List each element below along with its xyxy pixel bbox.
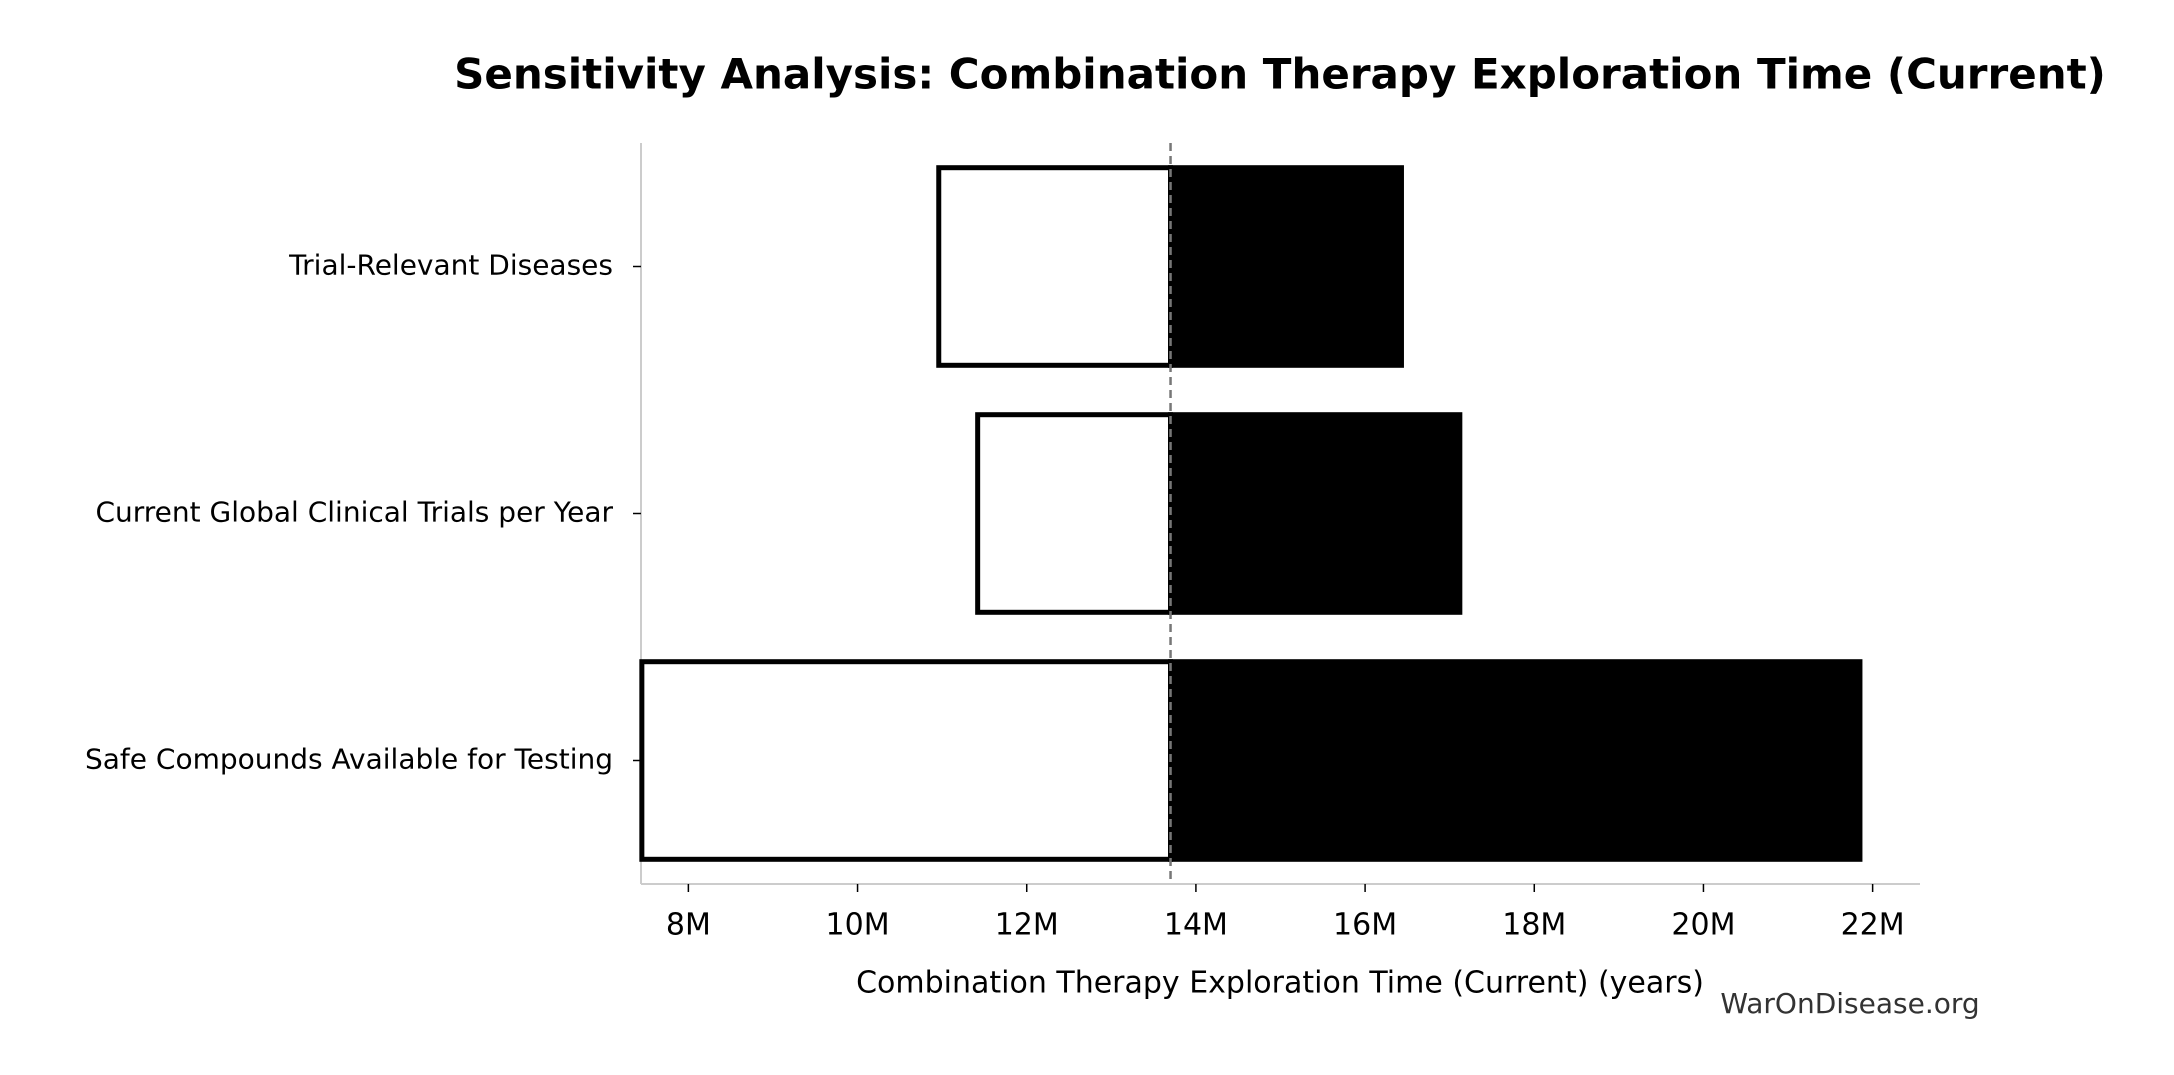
y-tick-label: Safe Compounds Available for Testing [85, 743, 613, 776]
y-tick-label: Current Global Clinical Trials per Year [95, 496, 613, 529]
x-tick-label: 10M [826, 908, 890, 943]
y-tick-label: Trial-Relevant Diseases [288, 249, 613, 282]
bar [1168, 165, 1404, 368]
chart-title: Sensitivity Analysis: Combination Therap… [454, 50, 2106, 99]
x-tick-label: 18M [1502, 908, 1566, 943]
bar [975, 412, 1174, 615]
x-tick-label: 16M [1333, 908, 1397, 943]
bar [639, 659, 1174, 862]
x-tick-label: 22M [1841, 908, 1905, 943]
bar [936, 165, 1174, 368]
watermark: WarOnDisease.org [1720, 987, 1979, 1020]
x-tick-label: 8M [666, 908, 711, 943]
x-axis-label: Combination Therapy Exploration Time (Cu… [856, 966, 1704, 1001]
x-tick-label: 20M [1671, 908, 1735, 943]
x-tick-label: 14M [1164, 908, 1228, 943]
bar [1168, 412, 1463, 615]
bar [1168, 659, 1863, 862]
x-tick-label: 12M [995, 908, 1059, 943]
